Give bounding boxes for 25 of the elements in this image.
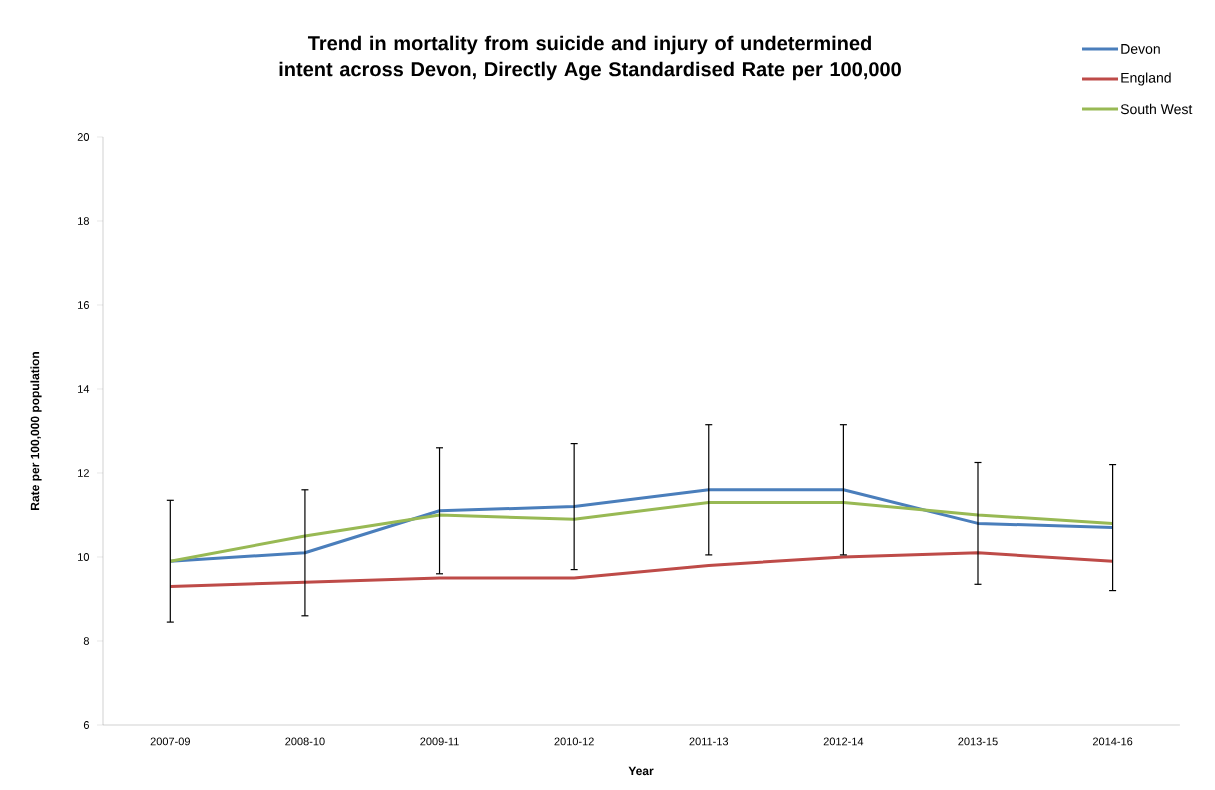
line-series bbox=[168, 500, 1115, 563]
x-tick-label: 2011-13 bbox=[689, 737, 729, 746]
y-tick-label: 12 bbox=[78, 469, 89, 477]
x-axis-title: Year bbox=[628, 766, 654, 776]
legend-label: England bbox=[1121, 72, 1171, 86]
y-tick-label: 6 bbox=[83, 721, 89, 729]
y-tick-label: 18 bbox=[78, 217, 89, 225]
chart-title: Trend in mortality from suicide and injury of undetermined intent across Devon, Directly Age Standardised Rate per 100,000 bbox=[279, 35, 901, 81]
x-tick-label: 2012-14 bbox=[823, 737, 864, 746]
x-tick-label: 2008-10 bbox=[285, 737, 325, 746]
y-tick-label: 20 bbox=[77, 133, 90, 141]
y-tick-label: 16 bbox=[78, 301, 89, 309]
y-tick-label: 14 bbox=[78, 385, 90, 393]
y-tick-label: 8 bbox=[83, 637, 89, 645]
legend-label: South West bbox=[1120, 103, 1193, 115]
x-tick-label: 2007-09 bbox=[150, 737, 190, 746]
y-tick-label: 10 bbox=[78, 553, 90, 561]
y-axis-title: Rate per 100,000 population bbox=[30, 352, 42, 510]
x-tick-label: 2013-15 bbox=[958, 737, 998, 746]
legend-label: Devon bbox=[1121, 44, 1160, 54]
x-tick-label: 2010-12 bbox=[554, 737, 594, 746]
x-tick-label: 2014-16 bbox=[1092, 737, 1133, 746]
line-series bbox=[168, 488, 1115, 563]
x-tick-label: 2009-11 bbox=[420, 737, 459, 746]
line-series bbox=[168, 551, 1115, 588]
